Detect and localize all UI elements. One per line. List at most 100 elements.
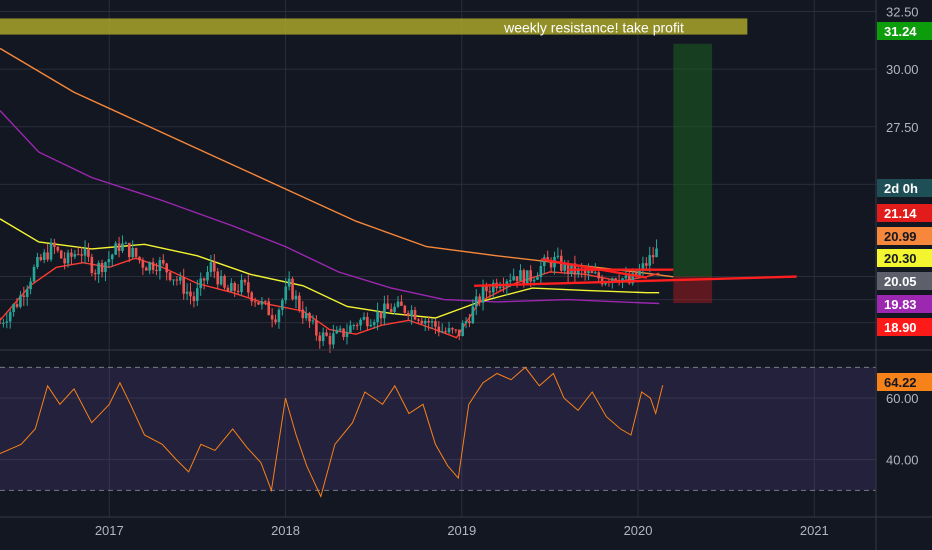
candle-body (202, 278, 206, 281)
candle-body (325, 332, 328, 336)
candle-body (93, 272, 97, 275)
moving-average-line (0, 218, 660, 319)
candle-body (189, 291, 192, 297)
candle-body (529, 270, 532, 282)
candle-body (366, 316, 369, 327)
candle-body (141, 260, 145, 268)
candle-body (525, 270, 529, 286)
candle-body (270, 315, 274, 320)
candle-body (158, 260, 162, 272)
candle-body (185, 291, 189, 294)
candle-body (454, 329, 458, 331)
candle-body (148, 262, 151, 271)
candle-body (53, 242, 56, 247)
candle-body (274, 319, 277, 323)
candle-body (151, 262, 155, 270)
price-badge-label: 20.99 (884, 229, 917, 244)
candle-body (100, 262, 104, 272)
candle-body (461, 323, 464, 337)
candle-body (267, 301, 271, 316)
candle-body (29, 281, 32, 290)
candle-body (42, 252, 46, 261)
candle-body (417, 319, 420, 321)
trendlines[interactable] (474, 258, 797, 287)
candle-body (345, 332, 349, 337)
candle-body (420, 320, 424, 324)
candle-body (182, 277, 185, 294)
candle-body (230, 283, 233, 292)
resistance-zone[interactable] (0, 18, 748, 35)
rsi-band-background (0, 367, 876, 491)
candle-body (372, 322, 376, 325)
candle-body (223, 275, 226, 288)
candle-body (376, 311, 379, 323)
candle-body (243, 279, 247, 283)
candle-body (362, 316, 366, 320)
candle-body (213, 262, 216, 272)
price-badge-background (877, 22, 932, 40)
candle-body (298, 295, 301, 310)
candle-body (287, 278, 291, 287)
candle-body (369, 324, 373, 327)
candle-body (216, 271, 220, 285)
price-badge-background (877, 204, 932, 222)
candle-body (253, 301, 257, 303)
candle-body (104, 262, 107, 272)
candle-body (393, 306, 396, 312)
candle-body (400, 301, 403, 306)
price-badges: 31.24 2d 0h 21.14 20.99 20.30 20.05 19.83 18.90… (877, 22, 932, 391)
position-box[interactable] (673, 43, 713, 304)
candle-body (97, 262, 100, 275)
trendline[interactable] (474, 275, 797, 287)
price-badge-background (877, 179, 932, 197)
candle-body (192, 296, 196, 301)
candle-body (178, 277, 182, 281)
chart-grid (0, 0, 876, 517)
candle-body (556, 255, 560, 257)
candle-body (70, 252, 73, 257)
price-badge-background (877, 295, 932, 313)
candle-body (406, 312, 410, 316)
candle-body (539, 265, 543, 277)
candle-body (5, 321, 9, 323)
candle-body (311, 320, 315, 322)
candle-body (508, 280, 512, 282)
candle-body (8, 312, 12, 322)
candle-body (257, 302, 260, 305)
price-badge-label: 18.90 (884, 320, 917, 335)
candle-body (155, 269, 158, 272)
candle-body (124, 242, 128, 244)
candle-body (563, 262, 566, 271)
candle-body (655, 248, 658, 258)
candle-body (594, 272, 597, 274)
candle-body (308, 313, 311, 322)
price-badge-label: 19.83 (884, 297, 917, 312)
candle-body (447, 328, 451, 333)
candle-body (36, 256, 39, 267)
candle-body (498, 286, 502, 289)
candle-body (488, 291, 492, 293)
candle-body (219, 275, 223, 285)
candle-body (90, 256, 94, 273)
candle-body (638, 270, 641, 277)
candle-body (56, 246, 60, 251)
candle-body (15, 304, 19, 307)
candle-body (209, 262, 213, 272)
candle-body (233, 283, 237, 291)
candle-body (349, 325, 352, 333)
rsi-badge-background (877, 373, 932, 391)
candle-body (389, 309, 393, 312)
candle-body (549, 260, 553, 268)
time-axis[interactable]: 2017 2018 2019 2020 2021 (95, 523, 829, 538)
candle-body (131, 248, 134, 258)
candle-body (240, 279, 243, 293)
candle-body (648, 255, 652, 266)
candle-body (590, 271, 594, 274)
candle-body (342, 328, 345, 337)
position-target-zone[interactable] (673, 43, 713, 277)
candle-body (464, 321, 468, 324)
rsi-axis[interactable]: 60.00 40.00 (886, 391, 919, 468)
candle-body (335, 330, 339, 334)
candle-body (250, 292, 254, 302)
